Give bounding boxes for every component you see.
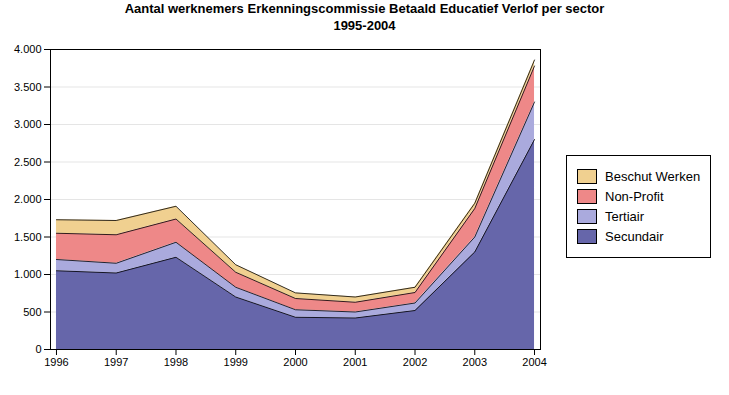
svg-text:2.000: 2.000	[14, 193, 42, 205]
svg-text:2002: 2002	[403, 356, 427, 368]
svg-text:1999: 1999	[224, 356, 248, 368]
svg-text:1.500: 1.500	[14, 231, 42, 243]
svg-text:2.500: 2.500	[14, 156, 42, 168]
html-text:Non-Profit: Non-Profit	[605, 189, 664, 204]
html-text:1995-2004: 1995-2004	[333, 18, 396, 33]
html-text:Beschut Werken: Beschut Werken	[605, 169, 701, 184]
svg-text:2001: 2001	[343, 356, 367, 368]
svg-text:2000: 2000	[283, 356, 307, 368]
svg-text:3.500: 3.500	[14, 81, 42, 93]
svg-text:1998: 1998	[164, 356, 188, 368]
svg-text:2003: 2003	[463, 356, 487, 368]
html-text:Tertiair: Tertiair	[605, 209, 644, 224]
svg-text:500: 500	[23, 306, 41, 318]
svg-text:2004: 2004	[522, 356, 546, 368]
svg-text:1.000: 1.000	[14, 268, 42, 280]
svg-text:1997: 1997	[104, 356, 128, 368]
svg-text:1996: 1996	[44, 356, 68, 368]
html-text:Secundair: Secundair	[605, 229, 664, 244]
svg-text:3.000: 3.000	[14, 118, 42, 130]
svg-text:4.000: 4.000	[14, 43, 42, 55]
svg-text:0: 0	[35, 343, 41, 355]
html-text:Aantal werknemers Erkenningsco: Aantal werknemers Erkenningscommissie Be…	[124, 1, 605, 16]
